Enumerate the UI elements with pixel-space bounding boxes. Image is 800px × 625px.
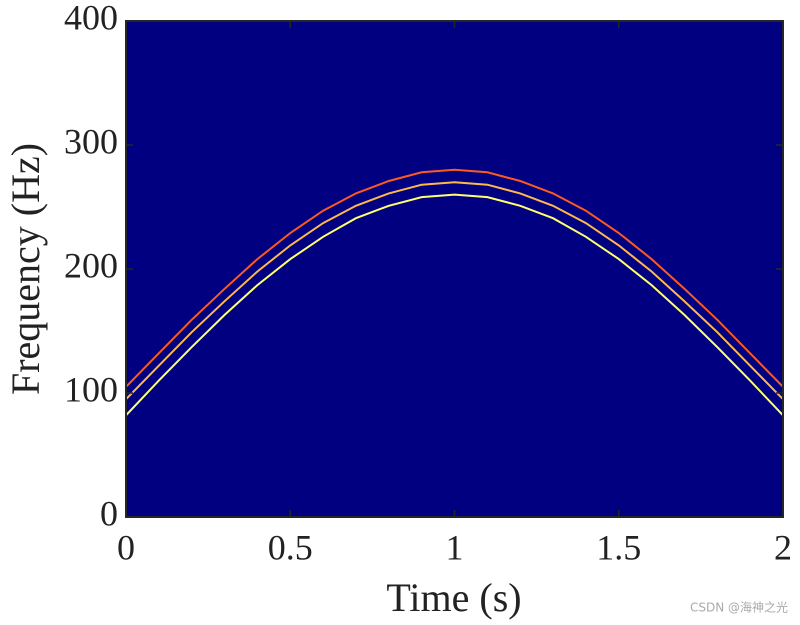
x-tick-label: 1.5 (596, 527, 641, 567)
y-tick-label: 200 (64, 245, 118, 285)
y-tick-label: 300 (64, 121, 118, 161)
x-tick-label: 2 (774, 527, 792, 567)
x-axis-label: Time (s) (386, 575, 521, 620)
plot-area (126, 21, 783, 517)
y-axis-label: Frequency (Hz) (3, 143, 48, 395)
x-tick-label: 0 (117, 527, 135, 567)
line (125, 168, 784, 388)
line (125, 181, 784, 400)
y-tick-label: 400 (64, 0, 118, 37)
x-tick-label: 0.5 (268, 527, 313, 567)
y-tick-label: 100 (64, 369, 118, 409)
y-tick-label: 0 (100, 493, 118, 533)
watermark: CSDN @海神之光 (690, 600, 788, 615)
line (125, 193, 784, 416)
x-tick-label: 1 (446, 527, 464, 567)
